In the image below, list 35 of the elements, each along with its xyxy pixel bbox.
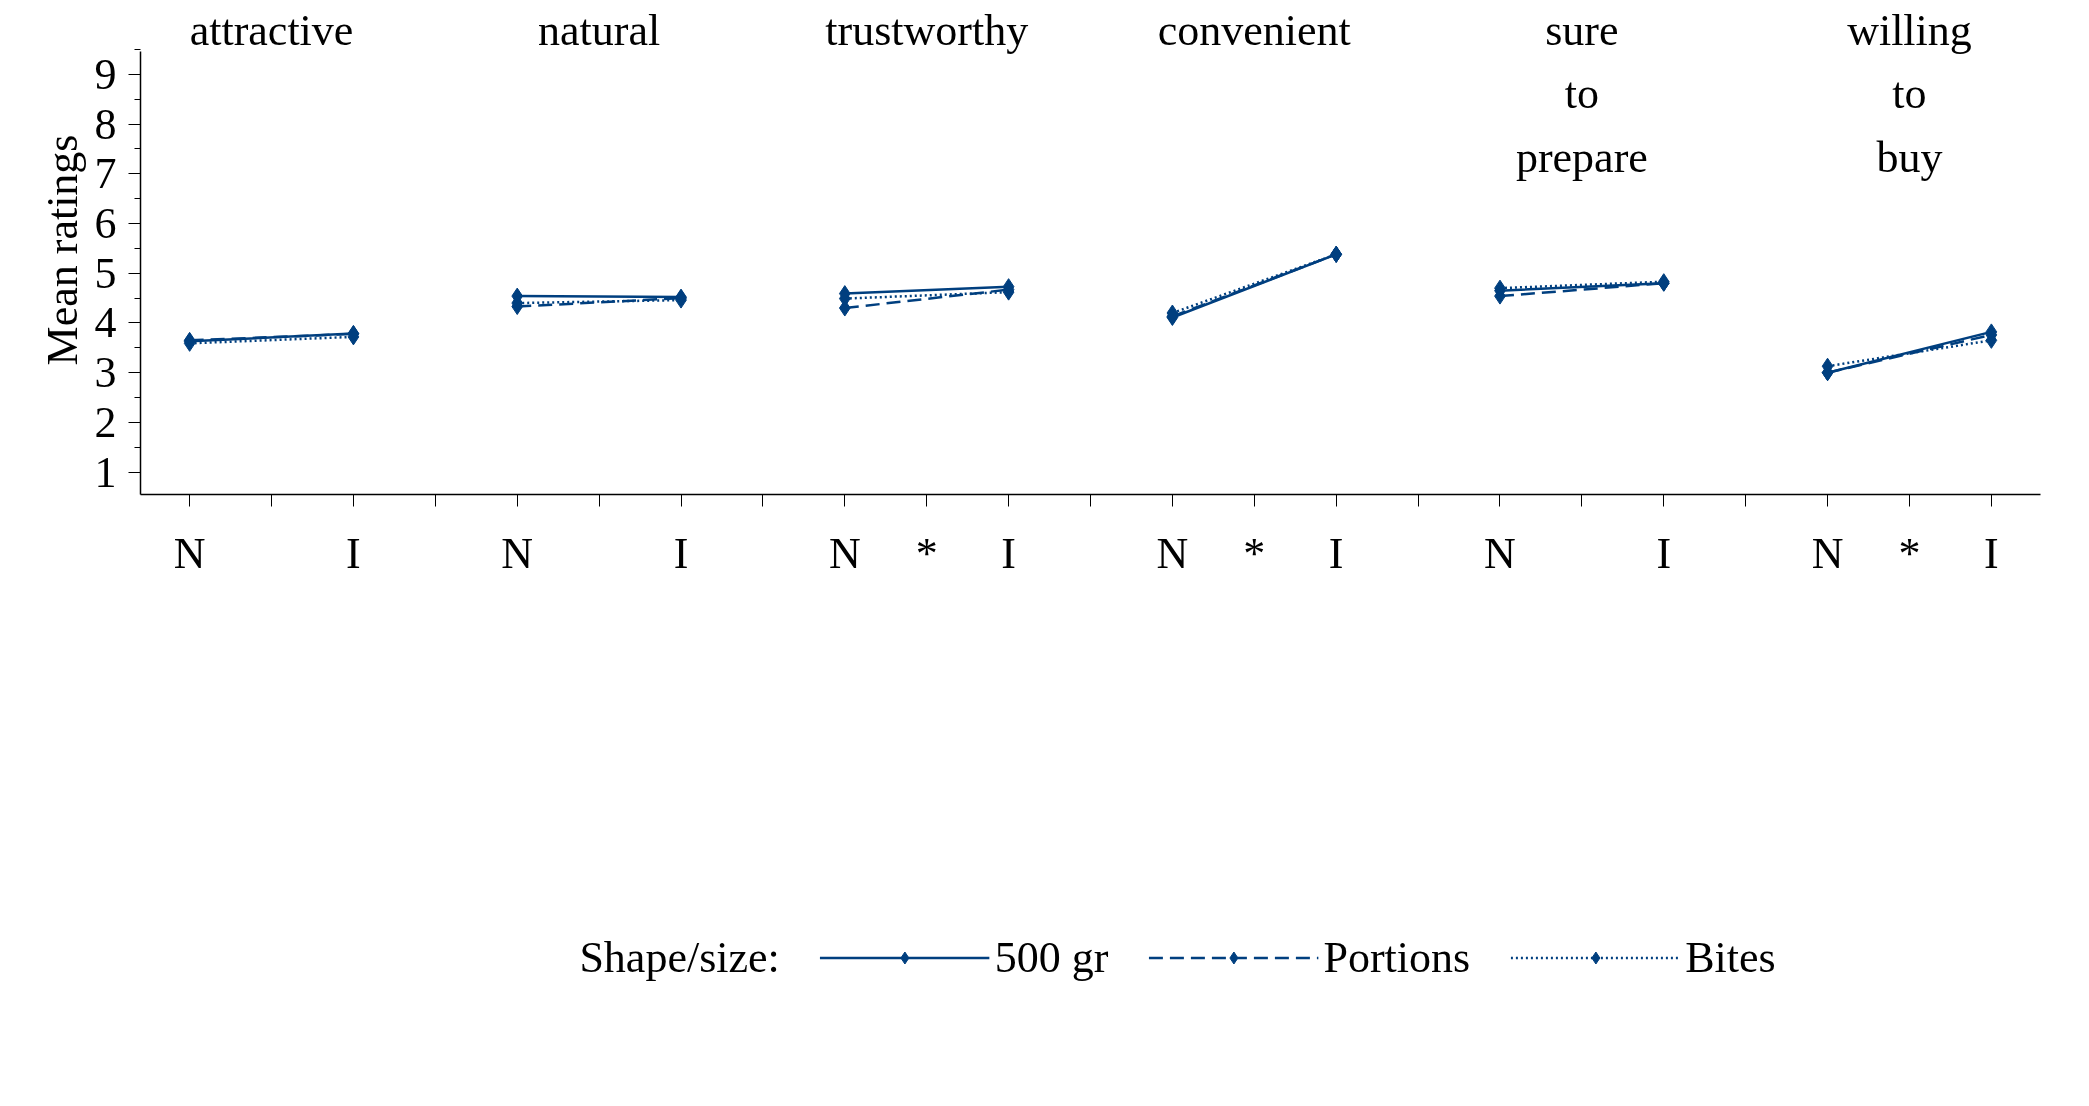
y-axis-title: Mean ratings — [37, 134, 87, 366]
y-tick-label: 2 — [94, 397, 117, 447]
x-tick-label: N — [828, 528, 861, 578]
y-tick-label: 6 — [94, 199, 117, 249]
x-tick-label: I — [1328, 528, 1344, 578]
y-tick-label: 1 — [94, 447, 117, 497]
x-tick-label: I — [673, 528, 689, 578]
annotation: attractive — [189, 5, 354, 55]
y-tick-label: 5 — [94, 248, 117, 298]
x-tick-label: I — [1001, 528, 1016, 578]
x-tick-label: * — [915, 528, 938, 578]
y-tick-label: 4 — [94, 298, 117, 348]
x-tick-label: N — [1484, 528, 1516, 578]
x-tick-label: I — [1656, 528, 1672, 578]
x-tick-label: * — [1898, 528, 1921, 578]
legend-label: 500 gr — [994, 931, 1109, 983]
x-tick-label: I — [346, 528, 361, 578]
x-tick-label: N — [1156, 528, 1189, 578]
annotation: natural — [538, 5, 661, 55]
x-tick-label: N — [1811, 528, 1844, 578]
x-tick-label: N — [501, 528, 534, 578]
y-tick-label: 7 — [94, 149, 117, 199]
annotation: convenient — [1157, 5, 1351, 55]
x-tick-label: N — [173, 528, 206, 578]
legend-label: Bites — [1685, 931, 1776, 983]
y-tick-label: 8 — [94, 99, 117, 149]
annotation: willing to buy — [1847, 5, 1972, 182]
legend-title: Shape/size: — [579, 931, 780, 983]
annotation: trustworthy — [825, 5, 1029, 55]
annotation: sure to prepare — [1515, 5, 1648, 182]
legend-label: Portions — [1323, 931, 1471, 983]
x-tick-label: * — [1243, 528, 1266, 578]
x-tick-label: I — [1984, 528, 1999, 578]
y-tick-label: 9 — [94, 49, 117, 99]
y-tick-label: 3 — [94, 348, 117, 398]
